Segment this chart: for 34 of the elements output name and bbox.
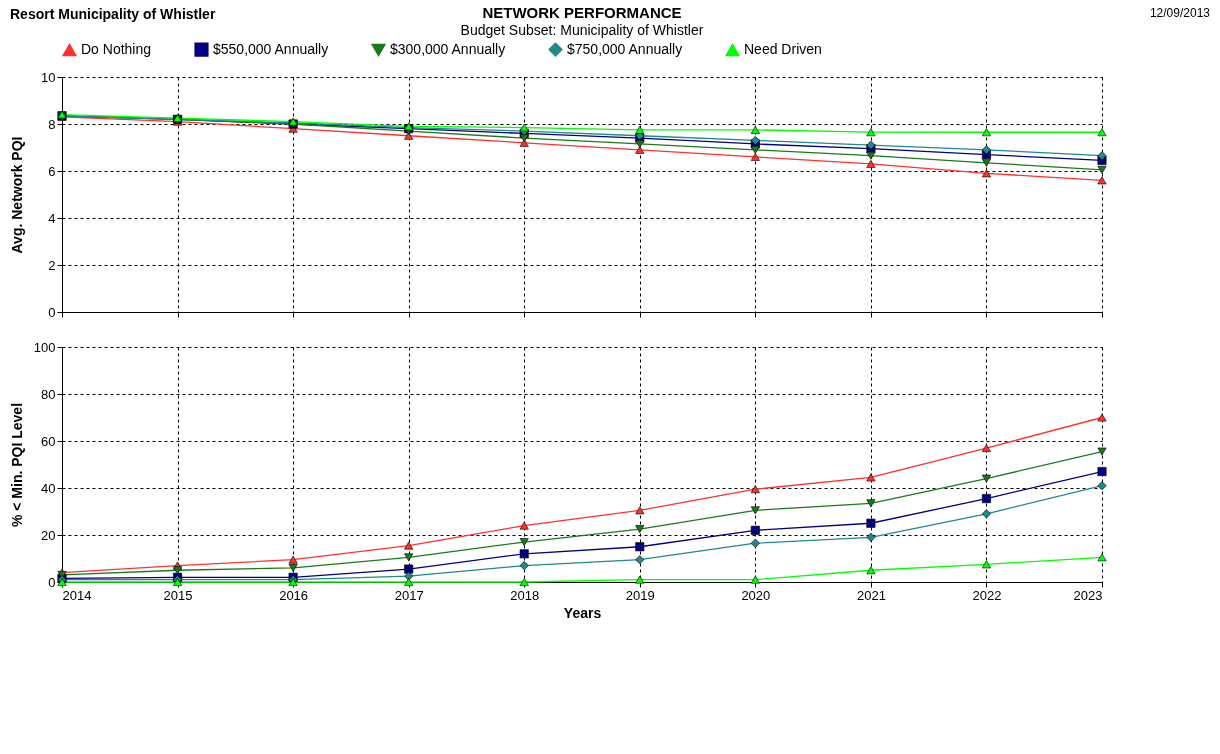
legend-label: $550,000 Annually: [213, 40, 329, 57]
y-tick-label: 100: [33, 339, 56, 355]
y-tick-label: 80: [41, 386, 56, 402]
y-tick-label: 0: [48, 574, 56, 590]
legend-label: Need Driven: [744, 41, 822, 58]
y-tick-label: 4: [48, 210, 56, 226]
x-tick-label: 2017: [394, 587, 424, 603]
x-tick-label: 2023: [1073, 587, 1103, 603]
y-tick-label: 40: [41, 480, 56, 496]
legend-label: $300,000 Annually: [390, 41, 506, 58]
y-tick-label: 0: [48, 304, 56, 320]
y-axis-title: % < Min. PQI Level: [8, 402, 25, 528]
x-axis-title: Years: [563, 604, 602, 621]
x-tick-label: 2020: [741, 587, 771, 603]
x-tick-label: 2014: [62, 587, 92, 603]
chart-subtitle: Budget Subset: Municipality of Whistler: [460, 22, 704, 38]
y-axis-title: Avg. Network PQI: [8, 136, 25, 254]
text: 12/09/2013: [1149, 6, 1210, 22]
text: Resort Municipality of Whistler: [10, 6, 216, 22]
x-tick-label: 2022: [972, 587, 1002, 603]
x-tick-label: 2021: [856, 587, 886, 603]
y-tick-label: 2: [48, 257, 56, 273]
legend-label: $750,000 Annually: [567, 40, 683, 57]
y-tick-label: 60: [41, 433, 56, 449]
y-tick-label: 6: [48, 163, 56, 179]
x-tick-label: 2019: [625, 587, 655, 603]
chart-title: NETWORK PERFORMANCE: [482, 4, 682, 21]
x-tick-label: 2016: [279, 587, 309, 603]
x-tick-label: 2018: [510, 587, 540, 603]
y-tick-label: 20: [41, 527, 56, 543]
y-tick-label: 10: [41, 69, 56, 85]
x-tick-label: 2015: [163, 587, 193, 603]
y-tick-label: 8: [48, 116, 56, 132]
legend-label: Do Nothing: [81, 41, 152, 58]
